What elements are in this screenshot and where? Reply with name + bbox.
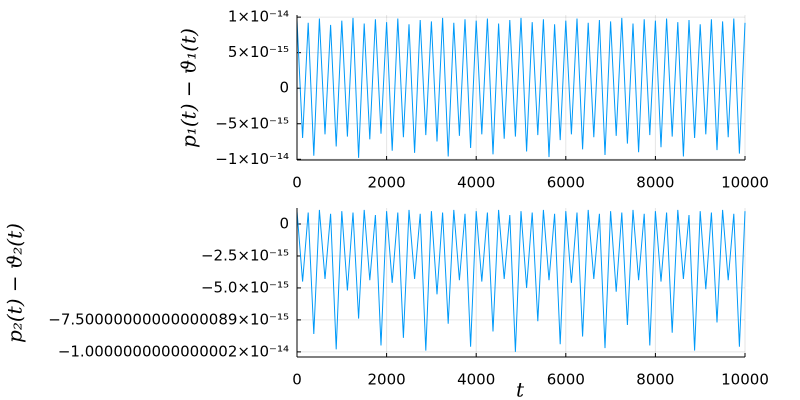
x-tick-label: 4000 xyxy=(457,174,495,192)
y-tick-label: −2.5×10⁻¹⁵ xyxy=(201,246,289,264)
x-tick-label: 10000 xyxy=(721,174,769,192)
y-tick-label: −5×10⁻¹⁵ xyxy=(215,114,289,132)
y-tick-label: −7.50000000000000089×10⁻¹⁵ xyxy=(48,310,289,328)
x-axis-label: t xyxy=(516,378,525,400)
y-tick-label: 0 xyxy=(279,214,289,232)
data-line xyxy=(296,209,746,352)
x-tick-label: 10000 xyxy=(721,371,769,389)
x-tick-label: 4000 xyxy=(457,371,495,389)
data-line xyxy=(296,17,746,158)
y-axis-label: p₁(t) − ϑ₁(t) xyxy=(177,28,201,148)
x-tick-label: 2000 xyxy=(368,174,406,192)
y-tick-label: −1.0000000000000002×10⁻¹⁴ xyxy=(58,342,289,360)
y-tick-label: 1×10⁻¹⁴ xyxy=(228,8,289,26)
y-axis-label: p₂(t) − ϑ₂(t) xyxy=(3,223,27,343)
y-tick-label: −1×10⁻¹⁴ xyxy=(215,150,289,168)
x-tick-label: 6000 xyxy=(547,174,585,192)
x-tick-label: 2000 xyxy=(368,371,406,389)
x-tick-label: 8000 xyxy=(636,174,674,192)
y-tick-label: −5.0×10⁻¹⁵ xyxy=(201,278,289,296)
y-tick-label: 5×10⁻¹⁵ xyxy=(228,43,289,61)
x-tick-label: 6000 xyxy=(547,371,585,389)
x-tick-label: 0 xyxy=(292,174,302,192)
x-tick-label: 8000 xyxy=(636,371,674,389)
y-tick-label: 0 xyxy=(279,79,289,97)
x-tick-label: 0 xyxy=(292,371,302,389)
